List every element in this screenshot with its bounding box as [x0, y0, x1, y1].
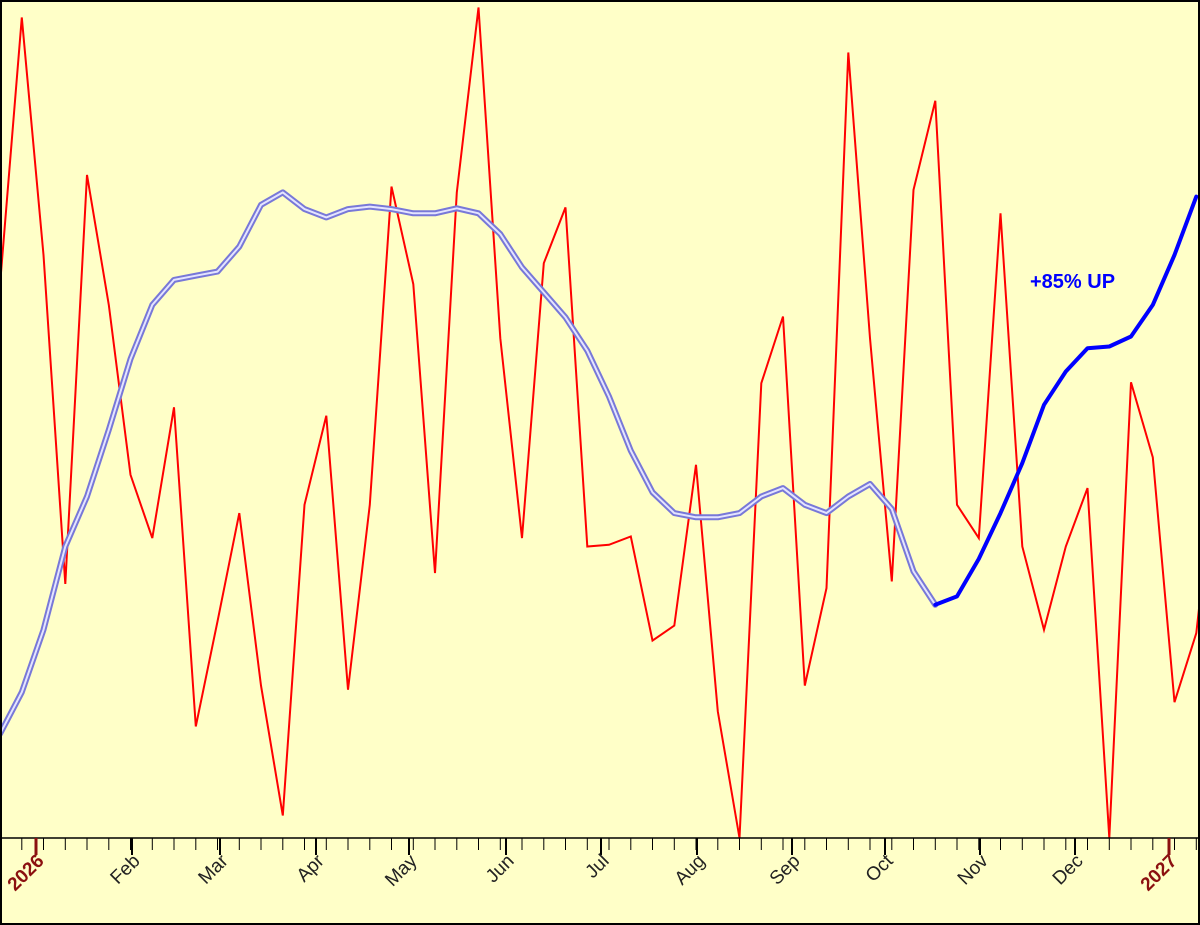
annotation-layer: +85% UP	[1030, 271, 1115, 293]
series-trend-line-highlight	[0, 191, 937, 735]
series-forecast-line	[933, 194, 1199, 607]
series-layer	[0, 7, 1200, 839]
annotation-label: +85% UP	[1030, 271, 1115, 293]
series-weekly-line	[0, 7, 1200, 839]
